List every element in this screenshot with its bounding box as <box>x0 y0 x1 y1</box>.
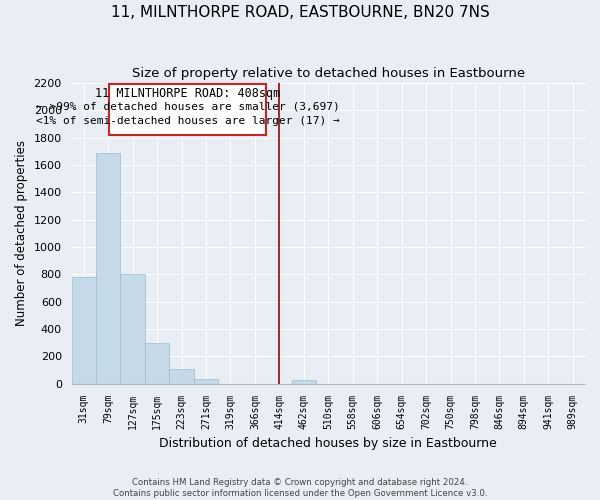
Title: Size of property relative to detached houses in Eastbourne: Size of property relative to detached ho… <box>132 68 525 80</box>
Text: Contains HM Land Registry data © Crown copyright and database right 2024.
Contai: Contains HM Land Registry data © Crown c… <box>113 478 487 498</box>
Text: 11 MILNTHORPE ROAD: 408sqm: 11 MILNTHORPE ROAD: 408sqm <box>95 87 280 100</box>
Y-axis label: Number of detached properties: Number of detached properties <box>15 140 28 326</box>
Bar <box>121 274 145 384</box>
Bar <box>194 379 218 384</box>
Text: 11, MILNTHORPE ROAD, EASTBOURNE, BN20 7NS: 11, MILNTHORPE ROAD, EASTBOURNE, BN20 7N… <box>110 5 490 20</box>
X-axis label: Distribution of detached houses by size in Eastbourne: Distribution of detached houses by size … <box>160 437 497 450</box>
Bar <box>145 342 169 384</box>
Text: ← >99% of detached houses are smaller (3,697): ← >99% of detached houses are smaller (3… <box>36 102 340 112</box>
Text: <1% of semi-detached houses are larger (17) →: <1% of semi-detached houses are larger (… <box>36 116 340 126</box>
Bar <box>71 277 96 384</box>
Bar <box>292 380 316 384</box>
Bar <box>169 368 194 384</box>
FancyBboxPatch shape <box>109 84 266 135</box>
Bar <box>96 152 121 384</box>
